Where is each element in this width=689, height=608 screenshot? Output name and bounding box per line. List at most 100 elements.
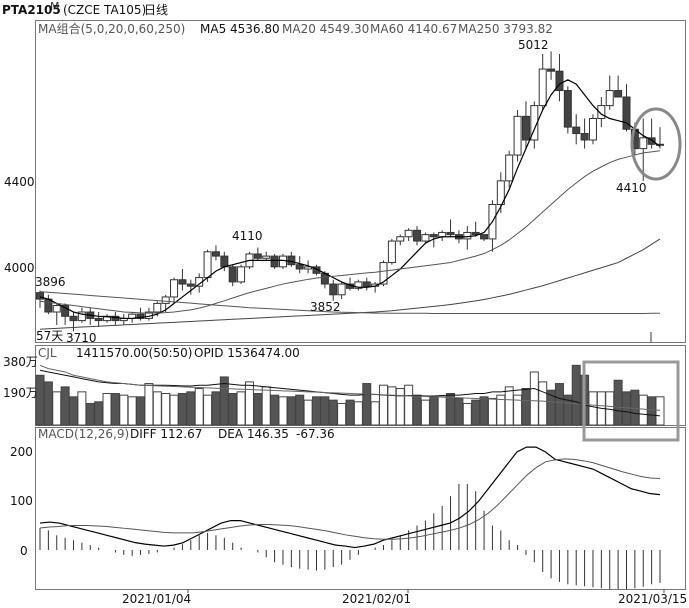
macd-ytick-0: 0 [20,544,28,558]
candle-down [480,234,489,240]
volume-bar-down [429,396,439,426]
cjl-label[interactable]: CJL [38,346,57,360]
dea-line [39,458,661,540]
candle-down [287,255,296,266]
x-label-jan04: 2021/01/04 [122,592,191,606]
candle-down [44,298,53,313]
volume-bar-up [638,394,648,426]
candle-down [580,133,589,141]
candle-down [622,96,631,130]
candle-up [304,266,313,270]
ma60-value: MA60 4140.67 [370,22,457,36]
volume-bar-down [60,386,70,426]
candle-down [572,126,581,135]
volume-bar-down [311,396,321,426]
volume-bar-down [571,364,581,426]
macd-legend: MACD(12,26,9) DIFF 112.67 DEA 146.35 -67… [10,427,335,558]
volume-bar-down [85,402,95,426]
volume-bar-up [77,391,87,426]
candle-up [161,296,170,304]
volume-bar-up [169,394,179,426]
volume-bar-down [554,383,564,426]
candle-down [36,292,44,300]
annotation-4110: 4110 [232,229,263,243]
volume-bar-down [211,391,221,426]
volume-bar-up [655,396,665,426]
candle-up [513,115,522,156]
volume-bar-up [203,394,213,426]
candle-down [69,315,78,322]
volume-bar-down [177,393,187,426]
volume-bar-down [136,396,146,426]
volume-bar-up [244,381,254,426]
ma20-value: MA20 4549.30 [282,22,369,36]
volume-bar-up [487,397,497,426]
diff-value: DIFF 112.67 [130,427,202,441]
volume-bar-down [345,399,355,426]
candle-down [312,266,321,274]
candle-up [605,90,614,107]
volume-bar-up [462,402,472,426]
symbol-label[interactable]: PTA2105 [2,3,61,17]
candle-down [253,253,262,259]
ma-line-ma5 [39,79,661,320]
candle-down [362,281,371,287]
x-label-feb01: 2021/02/01 [342,592,411,606]
candle-down [446,231,455,236]
candle-down [178,279,187,285]
main-y-axis: 4400 4000 [4,175,35,275]
cjl-value: 1411570.00(50:50) [76,346,192,360]
candle-up [404,229,413,238]
macd-ytick-200: 200 [10,445,33,459]
volume-bar-down [94,401,104,426]
volume-bar-up [370,401,380,426]
volume-bar-down [613,379,623,426]
candle-down [270,255,279,268]
volume-bar-down [186,391,196,426]
macd-value: -67.36 [296,427,335,441]
volume-bars-layer [35,364,665,426]
volume-bar-down [647,396,657,426]
volume-bar-down [362,383,372,426]
candle-up [597,105,606,119]
ma250-value: MA250 3793.82 [458,22,553,36]
price-annotations: 5012 4410 4110 3896 3852 3710 57天 [35,38,647,345]
period-selector[interactable]: 日线 [144,3,168,17]
main-legend: MA组合(5,0,20,0,60,250) MA5 4536.80 MA20 4… [38,21,553,36]
volume-legend: CJL 1411570.00(50:50) OPID 1536474.00 38… [3,346,300,400]
candle-down [471,231,480,236]
ma-line-ma20 [39,150,661,314]
volume-bar-down [630,389,640,426]
candle-up [538,68,547,107]
volume-bar-up [161,393,171,426]
volume-bar-up [127,396,137,426]
candle-up [354,281,363,289]
candle-up [379,262,388,285]
volume-bar-up [538,381,548,426]
candle-down [111,315,120,322]
candle-down [429,234,438,238]
candle-up [278,255,287,268]
volume-bar-down [69,396,79,426]
volume-bar-up [529,371,539,426]
candle-down [220,255,229,268]
ma-group-label[interactable]: MA组合(5,0,20,0,60,250) [38,21,185,36]
candle-up [438,231,447,238]
candle-up [52,305,61,313]
volume-bar-up [261,386,271,426]
candle-up [505,154,514,182]
macd-ytick-100: 100 [10,494,33,508]
volume-bar-down [521,388,531,426]
candle-up [387,240,396,264]
volume-bar-up [420,399,430,426]
dea-value: DEA 146.35 [218,427,289,441]
candle-up [463,231,472,240]
volume-bar-down [35,374,45,426]
candle-up [262,255,271,259]
volume-bar-up [236,391,246,426]
volume-bar-down [412,394,422,426]
volume-bar-up [404,384,414,426]
macd-label[interactable]: MACD(12,26,9) [38,427,129,441]
volume-bar-down [228,393,238,426]
